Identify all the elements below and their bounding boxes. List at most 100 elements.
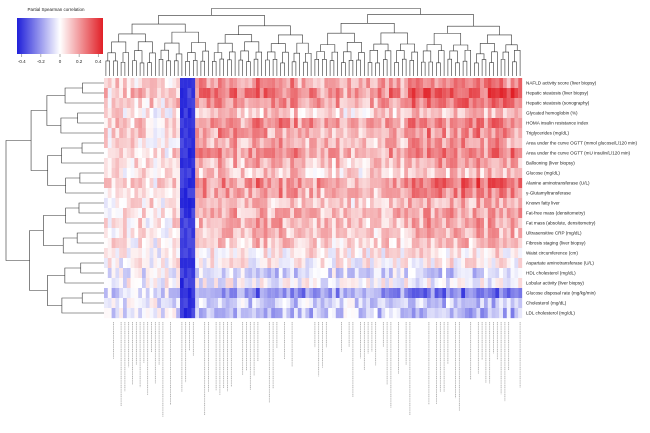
heatmap-cell: [343, 178, 348, 189]
heatmap-cell: [332, 248, 336, 259]
heatmap-cell: [491, 78, 496, 89]
heatmap-cell: [465, 198, 469, 209]
heatmap-cell: [472, 138, 477, 149]
heatmap-cell: [221, 138, 226, 149]
heatmap-cell: [229, 148, 234, 159]
heatmap-cell: [453, 178, 458, 189]
heatmap-cell: [392, 208, 397, 219]
column-dendrogram-branch: [137, 41, 153, 53]
heatmap-cell: [389, 308, 393, 319]
heatmap-cell: [157, 118, 162, 129]
heatmap-cell: [514, 128, 519, 139]
heatmap-cell: [305, 118, 310, 129]
heatmap-cell: [225, 258, 230, 269]
heatmap-cell: [427, 148, 431, 159]
heatmap-cell: [187, 138, 192, 149]
heatmap-cell: [377, 148, 382, 159]
heatmap-cell: [316, 148, 321, 159]
heatmap-cell: [491, 308, 496, 319]
heatmap-cell: [430, 208, 435, 219]
heatmap-cell: [358, 138, 363, 149]
heatmap-cell: [343, 128, 348, 139]
heatmap-cell: [130, 158, 135, 169]
heatmap-cell: [434, 288, 439, 299]
heatmap-cell: [400, 308, 405, 319]
heatmap-cell: [495, 208, 500, 219]
heatmap-cell: [320, 108, 325, 119]
column-dendrogram-branch: [327, 32, 355, 45]
heatmap-cell: [518, 78, 523, 89]
column-dendrogram-branch: [396, 50, 405, 63]
heatmap-cell: [472, 298, 477, 309]
heatmap-cell: [503, 278, 507, 289]
heatmap-cell: [457, 288, 462, 299]
heatmap-cell: [115, 188, 120, 199]
column-dendrogram-branch: [122, 52, 129, 76]
heatmap-cell: [301, 288, 306, 299]
heatmap-cell: [415, 178, 420, 189]
heatmap-cell: [107, 208, 112, 219]
heatmap-cell: [499, 258, 504, 269]
heatmap-cell: [400, 168, 405, 179]
heatmap-cell: [183, 268, 188, 279]
heatmap-cell: [199, 168, 203, 179]
heatmap-cell: [506, 218, 511, 229]
heatmap-cell: [347, 298, 352, 309]
heatmap-cell: [297, 258, 302, 269]
heatmap-cell: [499, 98, 504, 109]
heatmap-cell: [191, 118, 196, 129]
heatmap-cell: [263, 188, 268, 199]
heatmap-cell: [400, 138, 405, 149]
heatmap-cell: [411, 258, 416, 269]
heatmap-cell: [328, 188, 333, 199]
column-dendrogram-branch: [421, 61, 426, 76]
heatmap-cell: [168, 178, 173, 189]
heatmap-cell: [267, 78, 272, 89]
column-dendrogram-branch: [107, 52, 116, 61]
heatmap-cell: [316, 228, 321, 239]
heatmap-cell: [514, 288, 519, 299]
heatmap-cell: [480, 168, 485, 179]
heatmap-cell: [161, 108, 165, 119]
heatmap-cell: [366, 148, 371, 159]
heatmap-cell: [362, 158, 367, 169]
heatmap-cell: [510, 308, 515, 319]
heatmap-cell: [396, 138, 401, 149]
heatmap-cell: [415, 268, 420, 279]
heatmap-cell: [373, 158, 378, 169]
heatmap-cell: [453, 98, 458, 109]
heatmap-cell: [411, 188, 416, 199]
heatmap-cell: [430, 78, 435, 89]
row-label: Cholesterol (mg/dL): [526, 301, 567, 306]
heatmap-cell: [351, 98, 355, 109]
heatmap-cell: [267, 148, 272, 159]
heatmap-cell: [119, 248, 124, 259]
heatmap-cell: [297, 148, 302, 159]
heatmap-cell: [404, 168, 409, 179]
heatmap-cell: [347, 208, 352, 219]
heatmap-cell: [290, 168, 295, 179]
heatmap-cell: [297, 278, 302, 289]
heatmap-cell: [309, 168, 314, 179]
heatmap-cell: [290, 98, 295, 109]
heatmap-cell: [134, 88, 139, 99]
heatmap-cell: [423, 198, 428, 209]
heatmap-cell: [408, 178, 412, 189]
heatmap-cell: [461, 268, 466, 279]
heatmap-cell: [248, 178, 253, 189]
heatmap-cell: [495, 138, 500, 149]
heatmap-cell: [404, 198, 409, 209]
column-dendrogram-branch: [229, 51, 236, 76]
heatmap-cell: [199, 248, 203, 259]
heatmap-cell: [335, 198, 340, 209]
heatmap-cell: [427, 178, 431, 189]
heatmap-cell: [411, 298, 416, 309]
heatmap-cell: [263, 208, 268, 219]
heatmap-cell: [195, 138, 200, 149]
heatmap-cell: [259, 88, 264, 99]
heatmap-cell: [221, 258, 226, 269]
heatmap-cell: [305, 88, 310, 99]
heatmap-cell: [503, 118, 507, 129]
heatmap-cell: [309, 228, 314, 239]
heatmap-cell: [183, 168, 188, 179]
